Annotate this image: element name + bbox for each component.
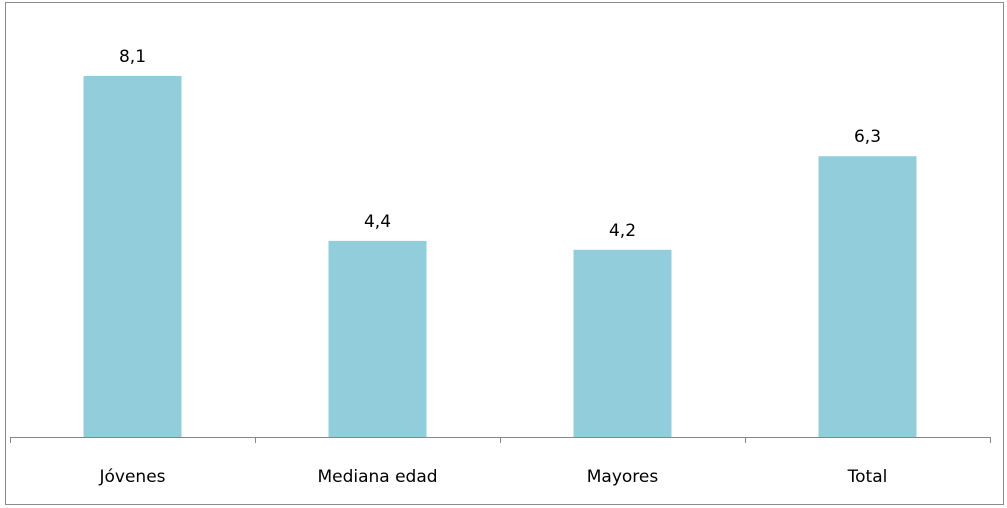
bars-group: [83, 75, 917, 438]
x-axis-ticks-group: [10, 437, 991, 443]
data-labels-group: 8,1 4,4 4,2 6,3: [119, 47, 881, 241]
data-label-0: 8,1: [119, 47, 146, 67]
category-label-3: Total: [847, 467, 888, 487]
bar-3: [818, 156, 917, 438]
data-label-2: 4,2: [609, 221, 636, 241]
category-labels-group: Jóvenes Mediana edad Mayores Total: [98, 467, 887, 487]
bar-1: [328, 240, 427, 437]
bar-2: [573, 249, 672, 437]
data-label-3: 6,3: [854, 127, 881, 147]
data-label-1: 4,4: [364, 212, 391, 232]
category-label-1: Mediana edad: [317, 467, 437, 487]
category-label-2: Mayores: [587, 467, 659, 487]
bar-0: [83, 75, 182, 437]
category-label-0: Jóvenes: [98, 467, 165, 487]
